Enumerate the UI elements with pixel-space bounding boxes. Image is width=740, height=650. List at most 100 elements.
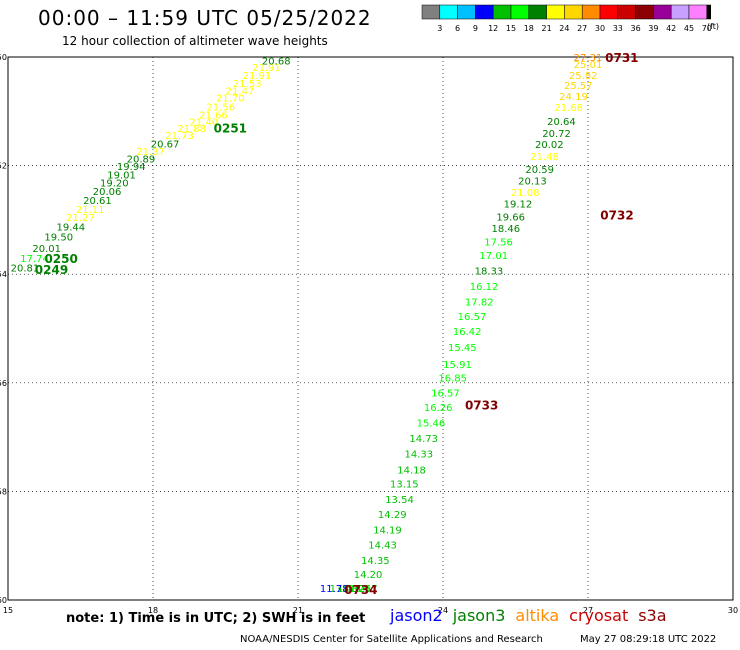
swh-value-label: 14.18	[397, 466, 426, 477]
swh-value-label: 13.15	[390, 479, 419, 490]
swh-value-label: 21.68	[554, 103, 583, 114]
colorbar-tick-label: 9	[473, 24, 478, 33]
swh-value-label: 17.56	[484, 238, 513, 249]
swh-value-label: 21.27	[66, 213, 95, 224]
swh-value-label: 17.74	[20, 254, 49, 265]
swh-value-label: 27.31	[574, 53, 603, 64]
swh-value-label: 16.57	[431, 389, 460, 400]
swh-value-label: 19.94	[117, 162, 146, 173]
chart-title: 00:00 – 11:59 UTC 05/25/2022	[38, 6, 372, 30]
plot-frame	[7, 56, 734, 601]
y-tick-label: -50	[0, 53, 7, 62]
colorbar-tick-label: 39	[648, 24, 658, 33]
pass-time-label: 0250	[44, 252, 77, 266]
x-tick-label: 18	[148, 606, 158, 615]
chart-subtitle: 12 hour collection of altimeter wave hei…	[62, 34, 328, 48]
y-tick-label: -54	[0, 270, 7, 279]
pass-time-label: 0251	[214, 122, 247, 136]
swh-value-label: 21.88	[177, 124, 206, 135]
colorbar-tick-label: 15	[506, 24, 516, 33]
colorbar-units: (ft)	[707, 22, 720, 31]
pass-time-label: 0249	[35, 263, 68, 277]
swh-value-label: 14.20	[354, 570, 383, 581]
colorbar-tick-label: 45	[684, 24, 694, 33]
swh-value-label: 20.02	[535, 140, 564, 151]
satellite-legend-entry: cryosat	[569, 606, 629, 625]
y-tick-label: -56	[0, 379, 7, 388]
swh-value-label: 25.82	[569, 71, 598, 82]
footnote: note: 1) Time is in UTC; 2) SWH is in fe…	[66, 611, 366, 626]
swh-value-label: 14.33	[405, 449, 434, 460]
swh-value-label: 19.50	[44, 233, 73, 244]
colorbar-tick-label: 3	[437, 24, 442, 33]
satellite-legend: jason2 jason3 altika cryosat s3a	[390, 606, 677, 625]
swh-value-label: 14.43	[368, 541, 397, 552]
swh-value-label: 21.70	[216, 94, 245, 105]
colorbar-tick-label: 12	[488, 24, 498, 33]
pass-time-label: 0731	[605, 51, 638, 65]
swh-value-label: 18.33	[475, 266, 504, 277]
swh-value-label: 20.81	[11, 264, 40, 275]
swh-value-label: 20.68	[262, 56, 291, 67]
y-tick-label: -58	[0, 487, 7, 496]
satellite-legend-entry: s3a	[638, 606, 667, 625]
wave-height-colorbar: 3 6 9 12 15 18 21 24 27 30 33 36 39 42 45 70	[421, 4, 711, 33]
swh-value-label: 16.85	[438, 373, 467, 384]
swh-value-label: 12.12	[337, 584, 366, 595]
swh-value-label: 17.01	[479, 251, 508, 262]
colorbar-tick-label: 24	[559, 24, 569, 33]
x-tick-label: 24	[438, 606, 448, 615]
swh-value-label: 21.11	[76, 205, 105, 216]
swh-value-label: 17.82	[465, 297, 494, 308]
y-tick-label: -60	[0, 596, 7, 605]
y-tick-label: -52	[0, 162, 7, 171]
colorbar-tick-label: 36	[631, 24, 641, 33]
swh-value-label: 21.08	[511, 188, 540, 199]
colorbar-tick-label: 33	[613, 24, 623, 33]
satellite-legend-entry: jason3	[452, 606, 506, 625]
swh-value-label: 14.57	[349, 584, 378, 595]
swh-value-label: 25.57	[564, 81, 593, 92]
swh-value-label: 20.89	[127, 155, 156, 166]
swh-value-label: 19.12	[504, 200, 533, 211]
swh-value-label: 14.19	[373, 525, 402, 536]
swh-value-label: 21.53	[233, 79, 262, 90]
generation-timestamp: May 27 08:29:18 UTC 2022	[580, 634, 717, 645]
swh-value-label: 13.54	[385, 495, 414, 506]
swh-value-label: 21.48	[530, 152, 559, 163]
pass-time-label: 0732	[600, 208, 633, 222]
swh-value-label: 20.59	[525, 165, 554, 176]
credit-line: NOAA/NESDIS Center for Satellite Applica…	[240, 634, 543, 645]
colorbar-tick-label: 27	[577, 24, 587, 33]
swh-value-label: 19.66	[496, 213, 525, 224]
swh-value-label: 21.73	[165, 131, 194, 142]
swh-value-label: 15.29	[342, 584, 371, 595]
swh-value-label: 21.91	[243, 71, 272, 82]
swh-value-label: 21.66	[199, 111, 228, 122]
swh-value-label: 20.67	[151, 139, 180, 150]
colorbar-tick-label: 70	[702, 24, 711, 33]
swh-value-label: 15.91	[443, 360, 472, 371]
pass-time-label: 0733	[465, 399, 498, 413]
swh-value-label: 20.13	[518, 176, 547, 187]
colorbar-swatch	[706, 4, 711, 20]
swh-value-label: 16.26	[424, 403, 453, 414]
swh-value-label: 20.01	[32, 244, 61, 255]
swh-value-label: 15.45	[448, 343, 477, 354]
swh-value-label: 21.91	[252, 63, 281, 74]
swh-value-label: 13.48	[330, 584, 359, 595]
swh-value-label: 21.37	[136, 147, 165, 158]
swh-value-label: 20.64	[547, 117, 576, 128]
colorbar-tick-label: 30	[595, 24, 605, 33]
swh-value-label: 20.06	[93, 187, 122, 198]
x-tick-label: 30	[728, 606, 738, 615]
colorbar-tick-label: 21	[542, 24, 552, 33]
swh-value-label: 20.61	[83, 196, 112, 207]
colorbar-tick-label: 18	[524, 24, 534, 33]
swh-value-label: 24.19	[559, 92, 588, 103]
satellite-legend-entry: jason2	[390, 606, 443, 625]
swh-value-label: 14.35	[361, 556, 390, 567]
swh-value-label: 11.78	[320, 584, 349, 595]
swh-value-label: 15.46	[417, 418, 446, 429]
